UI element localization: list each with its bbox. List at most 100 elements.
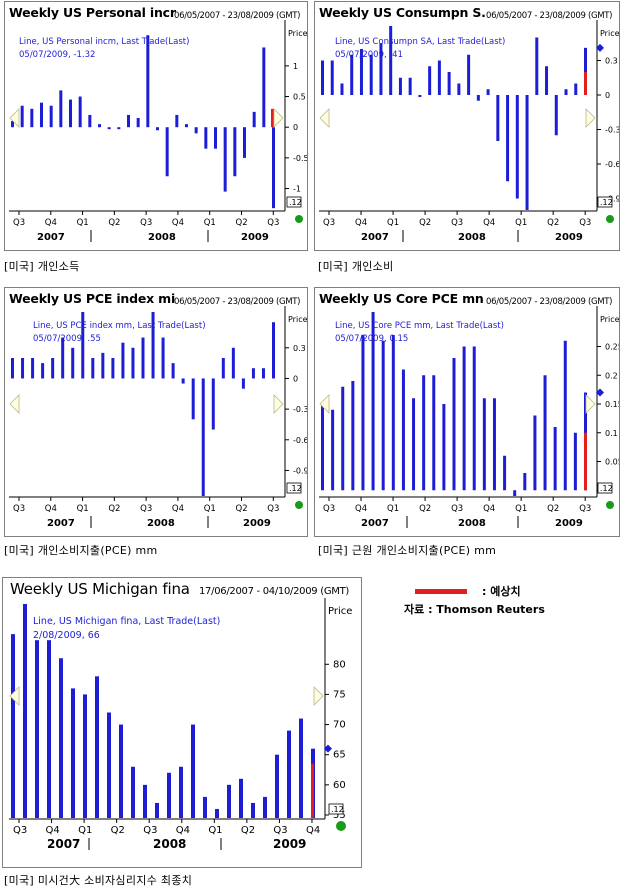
bar: [194, 127, 198, 134]
last-value-label: .12: [600, 484, 613, 493]
bar: [525, 95, 529, 210]
x-tick-label: Q3: [451, 504, 463, 514]
y-tick-label: 1: [293, 62, 298, 71]
scroll-left-icon: [9, 686, 20, 706]
bar: [40, 102, 43, 128]
series-legend-line: Line, US Core PCE mm, Last Trade(Last): [335, 321, 504, 331]
x-tick-label: Q1: [77, 218, 89, 228]
chart-caption: [미국] 미시건大 소비자심리지수 최종치: [4, 874, 193, 887]
bar: [11, 358, 14, 379]
bar: [239, 778, 243, 818]
year-label: 2008: [147, 518, 175, 529]
bar: [161, 337, 165, 379]
scroll-right-icon: [273, 108, 284, 128]
last-value-badge: [286, 482, 302, 494]
forecast-bar: [271, 108, 274, 128]
chart-svg: Price 0.3 0 -0.3 -0.6 -0.90 .12 Line, US PCE in…: [9, 306, 307, 529]
bar: [533, 415, 537, 491]
x-tick-label: Q3: [140, 504, 152, 514]
bar: [51, 358, 55, 379]
x-tick-label: Q4: [483, 504, 495, 514]
x-tick-label: Q4: [172, 504, 184, 514]
bar: [175, 114, 179, 128]
bar: [35, 640, 39, 818]
bar: [121, 342, 125, 379]
scroll-right-icon: [585, 394, 596, 414]
series-legend-line: Line, US PCE index mm, Last Trade(Last): [33, 321, 206, 331]
bar: [31, 358, 35, 379]
year-label: 2007: [47, 518, 75, 529]
bar: [408, 77, 412, 95]
scroll-right-icon: [273, 394, 284, 414]
y-tick-label: 0.5: [293, 93, 306, 102]
x-tick-label: Q2: [111, 825, 125, 836]
bar: [476, 95, 480, 101]
chart-panel-core-pce: Weekly US Core PCE mn 06/05/2007 - 23/08/…: [314, 287, 620, 537]
bar: [381, 340, 385, 491]
bar: [351, 381, 355, 491]
last-value-badge: [597, 482, 613, 494]
forecast-bar: [584, 432, 587, 491]
year-label: 2008: [458, 518, 486, 529]
bar: [422, 375, 426, 491]
x-tick-label: Q2: [419, 218, 431, 228]
bar: [553, 427, 557, 491]
bar: [233, 127, 237, 177]
bar: [418, 95, 422, 97]
bar: [554, 95, 558, 136]
bar: [361, 335, 365, 491]
year-label: 2009: [273, 837, 306, 851]
y-tick-label: 80: [333, 659, 346, 670]
y-tick-label: 0.3: [293, 344, 306, 353]
y-axis-label: Price: [288, 315, 307, 324]
x-tick-label: Q3: [140, 218, 152, 228]
bar: [564, 89, 568, 95]
bar: [503, 455, 507, 491]
year-label: 2007: [37, 232, 65, 243]
x-tick-label: Q1: [204, 218, 216, 228]
chart-panel-consumption: Weekly US Consumpn S. 06/05/2007 - 23/08/…: [314, 1, 620, 251]
status-dot: [295, 215, 303, 223]
x-tick-label: Q3: [451, 218, 463, 228]
bar: [91, 358, 95, 379]
bar: [543, 375, 547, 491]
y-axis-label: Price: [600, 29, 619, 38]
y-tick-label: 0.3: [605, 57, 618, 66]
x-tick-label: Q2: [236, 504, 248, 514]
chart-svg: Price 80 75 70 65 60 55.12 Line, US Michigan fi…: [9, 598, 352, 851]
bar: [151, 312, 155, 379]
source-note: 자료 : Thomson Reuters: [404, 603, 545, 616]
bar: [261, 368, 265, 379]
y-axis-label: Price: [288, 29, 307, 38]
year-label: 2009: [243, 518, 271, 529]
y-tick-label: -0.6: [293, 436, 307, 445]
chart-caption: [미국] 개인소비지출(PCE) mm: [4, 544, 158, 557]
last-value-badge: [286, 196, 302, 208]
scroll-left-icon: [319, 108, 330, 128]
bar: [211, 378, 215, 430]
series-legend-line: Line, US Consumpn SA, Last Trade(Last): [335, 37, 505, 47]
y-tick-label: 0: [605, 91, 610, 100]
bar: [369, 54, 373, 95]
bar: [111, 358, 115, 379]
forecast-legend-label: : 예상치: [482, 585, 521, 598]
x-tick-label: Q2: [241, 825, 255, 836]
x-tick-label: Q3: [579, 218, 591, 228]
x-tick-label: Q4: [176, 825, 190, 836]
x-tick-label: Q2: [236, 218, 248, 228]
bar: [165, 127, 169, 177]
bar: [136, 118, 140, 128]
x-tick-label: Q3: [13, 504, 25, 514]
bar: [299, 718, 303, 818]
series-legend-value: 05/07/2009, 0.15: [335, 334, 408, 344]
y-tick-label: 70: [333, 720, 346, 731]
x-tick-label: Q3: [13, 218, 25, 228]
scroll-left-icon: [9, 108, 20, 128]
bar: [391, 335, 395, 491]
x-tick-label: Q1: [387, 218, 399, 228]
bar: [486, 89, 490, 95]
x-tick-label: Q3: [13, 825, 27, 836]
